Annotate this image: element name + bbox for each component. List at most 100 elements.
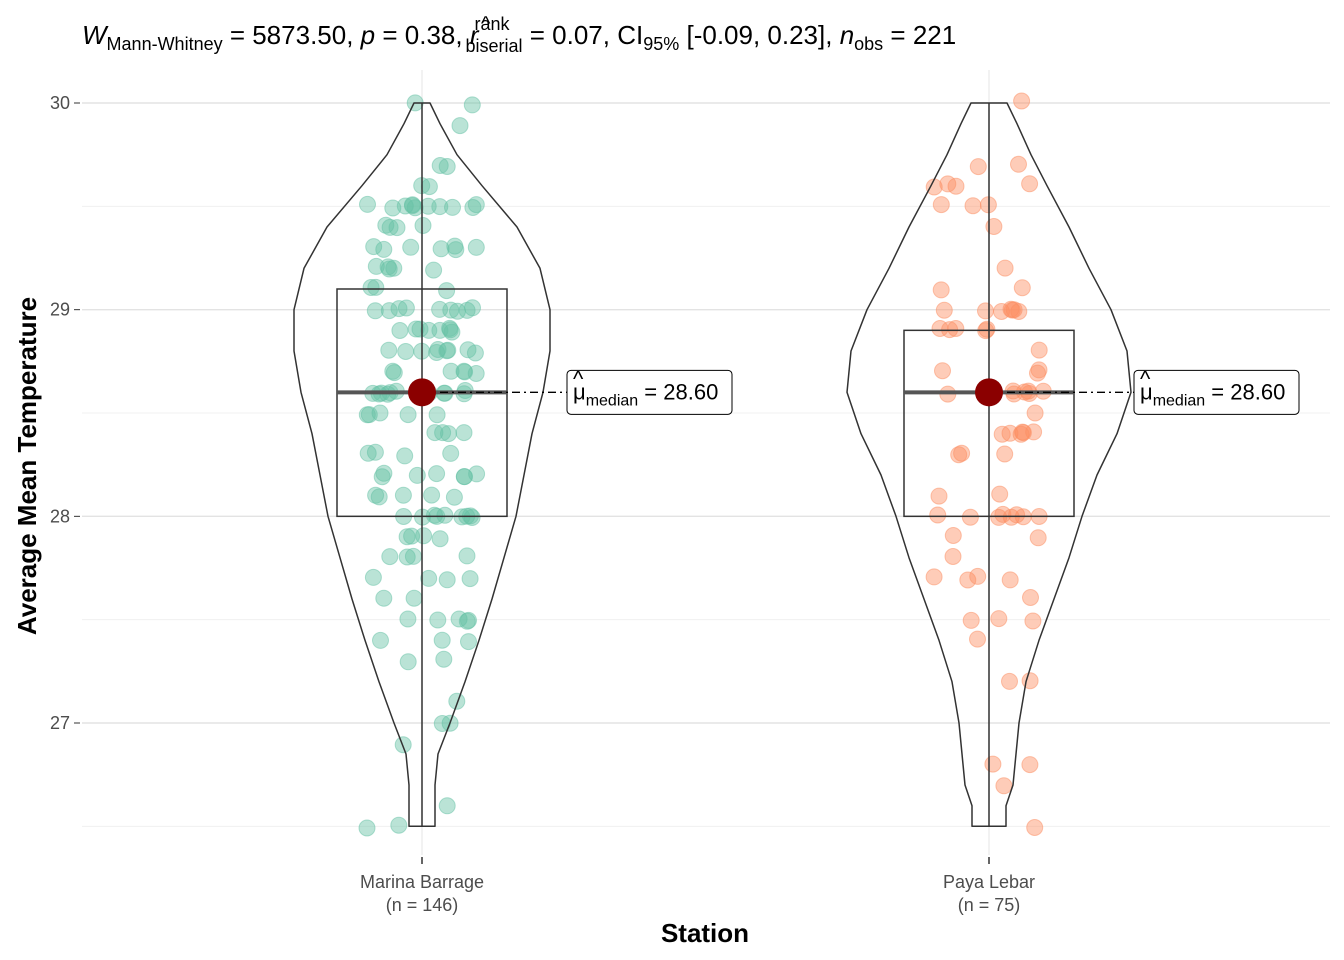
- data-point: [434, 424, 452, 442]
- data-point: [932, 281, 950, 299]
- data-point: [944, 548, 962, 565]
- median-label-symbol: μ: [573, 379, 586, 404]
- data-point: [1024, 612, 1042, 630]
- data-point: [964, 197, 982, 215]
- data-point: [408, 466, 426, 484]
- data-point: [441, 321, 459, 339]
- data-point: [371, 404, 389, 422]
- violin: [846, 102, 1132, 828]
- data-point: [414, 217, 432, 234]
- median-label: μmedian = 28.60: [573, 379, 718, 409]
- title-n-value: = 221: [883, 20, 956, 50]
- data-point: [359, 195, 376, 213]
- data-point: [450, 610, 468, 628]
- data-point: [1029, 529, 1047, 547]
- title-r-hat: ^: [481, 13, 491, 35]
- data-point: [464, 299, 481, 317]
- data-point: [396, 197, 414, 215]
- data-point: [399, 653, 417, 671]
- data-point: [456, 363, 474, 381]
- x-axis-title: Station: [661, 918, 749, 948]
- data-point: [364, 568, 382, 586]
- data-point: [969, 630, 986, 648]
- data-point: [415, 527, 433, 545]
- data-point: [372, 631, 389, 649]
- data-point: [931, 320, 949, 337]
- title-r-sub: biserial: [466, 36, 523, 56]
- data-point: [467, 238, 485, 256]
- x-axis: Marina Barrage (n = 146) Paya Lebar (n = 75…: [360, 857, 1035, 915]
- data-point: [359, 444, 377, 462]
- y-tick-label: 28: [50, 506, 70, 526]
- median-label-value: = 28.60: [638, 379, 718, 404]
- median-label: μmedian = 28.60: [1140, 379, 1285, 409]
- data-point: [438, 282, 456, 300]
- y-axis-title: Average Mean Temperature: [12, 297, 42, 635]
- y-tick-label: 30: [50, 93, 70, 113]
- data-point: [455, 362, 473, 380]
- data-point: [1021, 175, 1039, 193]
- data-point: [993, 303, 1010, 320]
- data-point: [1013, 279, 1031, 297]
- data-point: [380, 341, 398, 359]
- data-point: [969, 158, 987, 176]
- title-stat-symbol: W: [82, 20, 109, 50]
- data-point: [990, 610, 1008, 628]
- data-point: [961, 508, 979, 526]
- data-point: [460, 633, 477, 651]
- data-point: [433, 631, 451, 649]
- data-point: [390, 816, 408, 834]
- median-label-box: [566, 369, 733, 415]
- title-stat-value: = 5873.50,: [223, 20, 361, 50]
- data-point: [402, 238, 420, 256]
- data-point: [431, 530, 449, 548]
- data-point: [458, 547, 476, 565]
- data-point: [925, 568, 943, 586]
- data-point: [962, 611, 980, 629]
- x-tick-n-label: (n = 75): [958, 895, 1021, 915]
- data-point: [451, 117, 469, 135]
- data-point: [438, 797, 456, 815]
- data-point: [1003, 301, 1021, 319]
- data-point: [1010, 303, 1028, 320]
- points-group: [925, 92, 1052, 836]
- box: [336, 288, 508, 518]
- data-point: [996, 259, 1014, 277]
- data-point: [445, 488, 463, 506]
- y-tick-label: 27: [50, 713, 70, 733]
- data-point: [932, 196, 950, 214]
- y-tick-label: 29: [50, 300, 70, 320]
- data-point: [428, 465, 446, 483]
- data-point: [431, 157, 449, 174]
- data-point: [381, 218, 399, 236]
- data-point: [935, 301, 953, 319]
- data-point: [404, 196, 421, 214]
- title-p-value: = 0.38,: [375, 20, 470, 50]
- data-point: [1014, 423, 1031, 441]
- data-point: [996, 445, 1014, 463]
- data-point: [939, 175, 957, 193]
- data-point: [366, 443, 384, 461]
- data-point: [388, 219, 406, 237]
- title-r-sup: rank: [474, 14, 510, 34]
- median-label-box: [1133, 369, 1300, 415]
- data-point: [385, 259, 403, 277]
- data-point: [950, 446, 968, 464]
- data-point: [420, 569, 438, 587]
- data-point: [925, 178, 943, 196]
- median-label-hat: ^: [573, 366, 584, 391]
- data-point: [441, 319, 459, 337]
- data-point: [436, 506, 454, 524]
- median-label-symbol: μ: [1140, 379, 1153, 404]
- data-point: [977, 302, 994, 320]
- plot-groups: ^μmedian = 28.60^μmedian = 28.60: [293, 92, 1300, 837]
- data-point: [398, 528, 416, 546]
- median-label-value: = 28.60: [1205, 379, 1285, 404]
- data-point: [969, 567, 987, 585]
- x-tick-label: Marina Barrage: [360, 872, 484, 892]
- data-point: [1013, 92, 1031, 110]
- median-label-hat: ^: [1140, 366, 1151, 391]
- data-point: [377, 216, 395, 234]
- data-point: [463, 509, 481, 526]
- data-point: [991, 485, 1009, 503]
